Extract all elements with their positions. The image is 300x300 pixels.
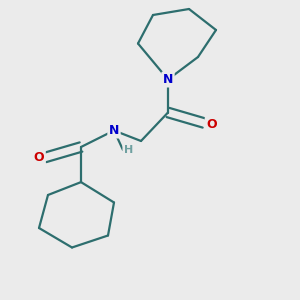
Text: H: H: [124, 145, 133, 155]
Text: O: O: [34, 151, 44, 164]
Text: N: N: [163, 73, 173, 86]
Text: N: N: [109, 124, 119, 137]
Text: O: O: [206, 118, 217, 131]
